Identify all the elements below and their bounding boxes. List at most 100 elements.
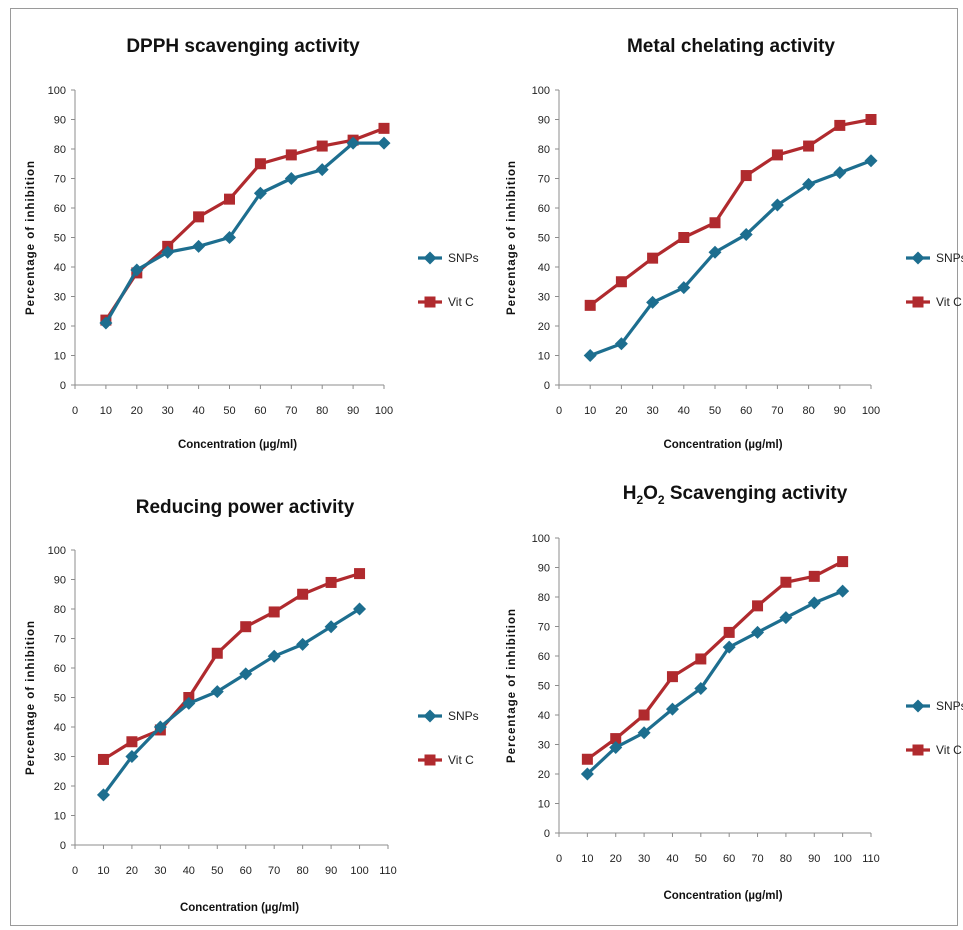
chart-dpph-scavenging: DPPH scavenging activity 0 10 20 30 40 50 60 70… (25, 36, 479, 451)
data-point (153, 720, 167, 734)
data-point (647, 252, 659, 264)
data-point (297, 588, 309, 600)
title-h: H (623, 483, 637, 504)
x-tick-label: 20 (610, 853, 622, 865)
data-point (723, 626, 735, 638)
legend-label: Vit C (448, 753, 474, 767)
chart-title: Reducing power activity (136, 497, 355, 518)
data-point (580, 767, 594, 781)
y-tick-label: 30 (54, 292, 66, 304)
data-point (377, 136, 391, 150)
chart-title: H2O2 Scavenging activity (623, 483, 848, 507)
data-point (583, 349, 597, 362)
chart-reducing-power: Reducing power activity 0 10 20 30 40 50 60 70 8… (25, 497, 479, 914)
y-axis-label: Percentage of inhibition (506, 160, 518, 315)
series-vit-c (100, 122, 390, 326)
data-point (615, 276, 627, 288)
legend-marker (912, 296, 924, 308)
y-tick-label: 80 (54, 144, 66, 156)
series-line (104, 126, 385, 321)
legend-marker (424, 296, 436, 308)
x-tick-label: 10 (584, 405, 596, 417)
legend-marker (911, 251, 925, 265)
data-point (751, 625, 765, 639)
y-tick-label: 90 (538, 115, 550, 127)
series-vit-c (97, 568, 366, 765)
y-axis-label: Percentage of inhibition (506, 608, 518, 763)
x-tick-label: 30 (638, 853, 650, 865)
chart-title: DPPH scavenging activity (126, 36, 360, 57)
x-tick-label: 60 (240, 865, 252, 877)
legend: SNPs Vit C (418, 251, 479, 309)
y-tick-label: 20 (54, 781, 66, 793)
y-tick-label: 100 (48, 545, 66, 557)
y-tick-label: 80 (54, 604, 66, 616)
y-tick-label: 60 (538, 651, 550, 663)
legend-label: SNPs (936, 251, 963, 265)
data-point (284, 172, 298, 185)
title-o: O (643, 483, 658, 504)
x-tick-label: 70 (751, 853, 763, 865)
series-line (104, 141, 384, 324)
y-tick-label: 50 (54, 693, 66, 705)
x-tick-label: 20 (126, 865, 138, 877)
y-tick-label: 70 (54, 634, 66, 646)
series-vit-c (581, 556, 849, 765)
data-point (268, 606, 280, 618)
x-tick-label: 110 (379, 865, 397, 877)
y-tick-label: 100 (532, 533, 550, 545)
plot-area: 0 10 20 30 40 50 60 70 80 90 100 0 10 20 30 40 50 60 70 80 9… (506, 533, 880, 902)
y-tick-label: 50 (538, 681, 550, 693)
data-point (193, 211, 205, 223)
x-tick-label: 10 (581, 853, 593, 865)
x-tick-label: 100 (862, 405, 880, 417)
data-point (740, 170, 752, 182)
legend-label: Vit C (936, 743, 962, 757)
plot-area: 0 10 20 30 40 50 60 70 80 90 100 0 10 20 30 40 50 60 70 80 9… (25, 85, 393, 451)
y-tick-label: 50 (54, 233, 66, 245)
data-point (253, 186, 267, 200)
y-tick-label: 90 (54, 575, 66, 587)
legend: SNPs Vit C (906, 699, 963, 757)
y-tick-label: 30 (538, 740, 550, 752)
data-point (324, 620, 338, 634)
x-tick-label: 40 (666, 853, 678, 865)
data-point (211, 647, 223, 659)
data-point (666, 671, 678, 683)
data-point (353, 602, 367, 616)
data-point (99, 316, 113, 330)
data-point (836, 584, 850, 598)
x-tick-label: 60 (254, 405, 266, 417)
data-point (378, 122, 390, 134)
data-point (254, 158, 266, 170)
legend-marker (911, 699, 925, 713)
plot-area: 0 10 20 30 40 50 60 70 80 90 100 0 10 20 30 40 50 60 70 80 9… (25, 545, 397, 914)
y-tick-label: 0 (60, 380, 66, 392)
series-line (102, 607, 361, 796)
y-tick-label: 10 (54, 351, 66, 363)
data-point (354, 568, 366, 580)
x-tick-label: 0 (72, 865, 78, 877)
x-tick-label: 60 (740, 405, 752, 417)
y-tick-label: 100 (48, 85, 66, 97)
legend-label: Vit C (448, 295, 474, 309)
y-tick-label: 60 (54, 663, 66, 675)
x-tick-label: 70 (285, 405, 297, 417)
legend-marker (423, 709, 437, 723)
data-point (125, 750, 139, 763)
data-point (609, 740, 623, 754)
series-line (586, 560, 844, 761)
y-tick-label: 20 (54, 321, 66, 333)
x-tick-label: 80 (780, 853, 792, 865)
data-point (865, 114, 877, 125)
data-point (709, 217, 721, 229)
x-tick-label: 40 (183, 865, 195, 877)
y-tick-label: 0 (544, 828, 550, 840)
data-point (638, 709, 650, 721)
x-tick-label: 80 (316, 405, 328, 417)
plot-area: 0 10 20 30 40 50 60 70 80 90 100 0 10 20 30 40 50 60 70 80 9… (506, 85, 880, 451)
data-point (315, 163, 329, 177)
chart-title: Metal chelating activity (627, 36, 835, 57)
y-tick-label: 30 (54, 752, 66, 764)
data-point (780, 576, 792, 588)
